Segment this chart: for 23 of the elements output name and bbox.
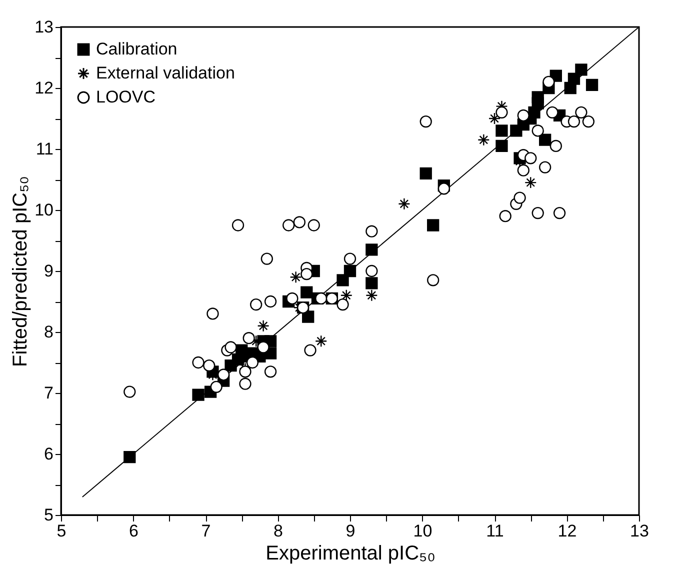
y-tick-label: 12 (34, 78, 54, 98)
legend-label: External validation (96, 64, 235, 82)
y-tick-label: 7 (44, 384, 54, 402)
y-tick-label: 13 (34, 18, 54, 36)
x-tick-label: 5 (56, 522, 66, 540)
x-tick-label: 10 (413, 522, 432, 540)
y-tick-label: 5 (44, 506, 54, 524)
y-tick-label: 6 (44, 444, 54, 464)
y-axis-title: Fitted/predicted pIC₅₀ (10, 176, 32, 367)
y-tick-label: 11 (36, 140, 54, 158)
x-tick-label: 6 (129, 522, 138, 540)
y-tick-label: 9 (44, 262, 54, 280)
x-tick-label: 12 (558, 522, 577, 540)
x-tick-label: 8 (274, 522, 283, 540)
legend-label: LOOVC (96, 88, 156, 106)
x-tick-label: 9 (346, 522, 356, 540)
y-tick-label: 10 (34, 200, 54, 220)
x-tick-label: 13 (630, 522, 649, 540)
x-tick-label: 7 (201, 522, 211, 540)
x-axis-title: Experimental pIC₅₀ (266, 542, 436, 564)
x-tick-label: 11 (486, 522, 504, 540)
legend-label: Calibration (96, 40, 178, 58)
y-tick-label: 8 (44, 322, 54, 342)
